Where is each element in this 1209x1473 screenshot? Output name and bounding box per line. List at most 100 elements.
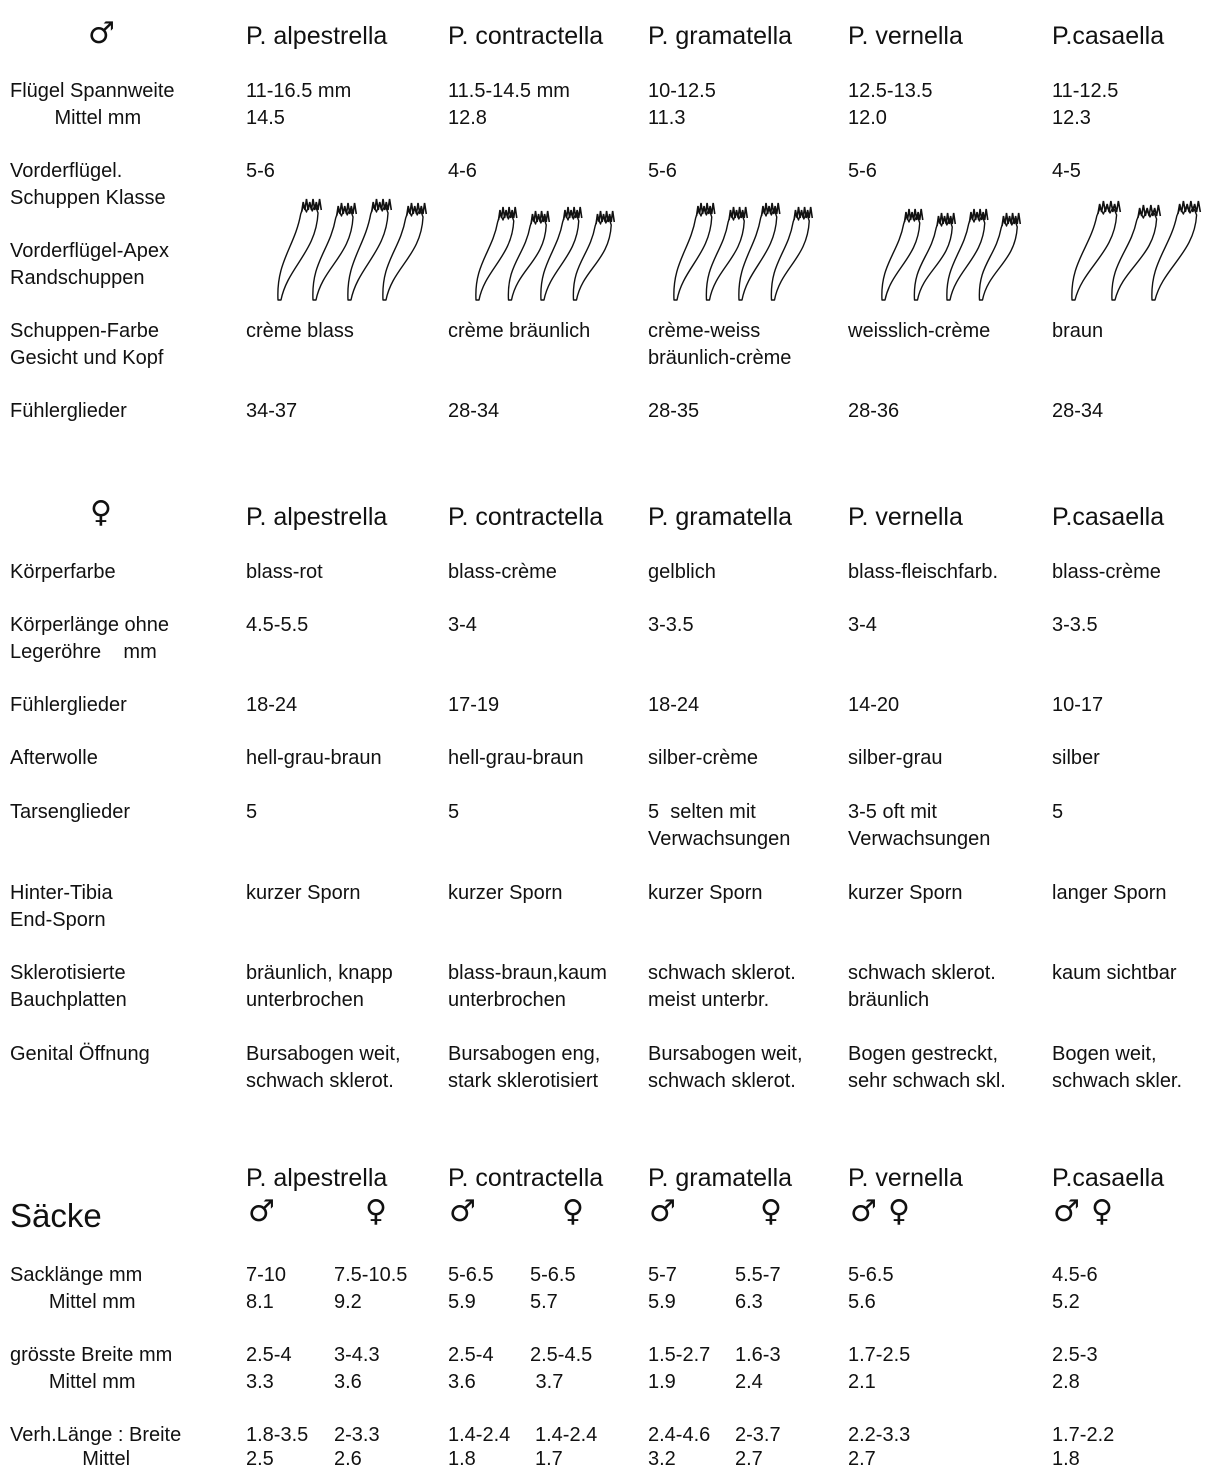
cell-value: crème bräunlich bbox=[448, 320, 591, 342]
cell-value: 5-7 bbox=[648, 1264, 677, 1286]
cell-value: 7.5-10.5 bbox=[334, 1264, 408, 1286]
male-symbol: ♂ bbox=[449, 1194, 476, 1229]
cell-value: Bursabogen weit, bbox=[246, 1043, 401, 1065]
cell-value: 28-36 bbox=[848, 400, 900, 422]
row-label: Sacklänge mm bbox=[10, 1264, 143, 1286]
cell-value: 5 bbox=[1052, 801, 1064, 823]
cell-value: 5-6.5 bbox=[530, 1264, 576, 1286]
male-symbol: ♂ bbox=[88, 16, 115, 51]
cell-value: 1.7 bbox=[535, 1448, 563, 1470]
cell-value: silber bbox=[1052, 747, 1100, 769]
cell-value: 11.3 bbox=[648, 107, 686, 129]
scale-drawing-alpestrella bbox=[277, 198, 428, 301]
cell-value: Bursabogen eng, bbox=[448, 1043, 601, 1065]
cell-value: schwach sklerot. bbox=[848, 962, 996, 984]
wing-scale-fringe bbox=[968, 208, 989, 223]
cell-value: bräunlich-crème bbox=[648, 347, 792, 369]
cell-value: 34-37 bbox=[246, 400, 298, 422]
cell-value: 4-5 bbox=[1052, 160, 1081, 182]
cell-value: 2-3.3 bbox=[334, 1424, 380, 1446]
wing-scale-fringe bbox=[405, 202, 428, 217]
cell-value: 2.7 bbox=[735, 1448, 763, 1470]
row-label: Schuppen-Farbe bbox=[10, 320, 159, 342]
cell-value: 2.4-4.6 bbox=[648, 1424, 711, 1446]
cell-value: 14-20 bbox=[848, 694, 900, 716]
cell-value: crème blass bbox=[246, 320, 354, 342]
cell-value: 1.6-3 bbox=[735, 1344, 781, 1366]
scale-drawing-vernella bbox=[881, 208, 1022, 301]
cell-value: 1.4-2.4 bbox=[535, 1424, 598, 1446]
row-label: Fühlerglieder bbox=[10, 694, 127, 716]
row-label: Mittel mm bbox=[10, 1291, 136, 1313]
cell-value: silber-grau bbox=[848, 747, 943, 769]
row-label: Fühlerglieder bbox=[10, 400, 127, 422]
male-symbol: ♂ bbox=[850, 1194, 877, 1229]
female-species-header-contractella: P. contractella bbox=[448, 503, 604, 531]
wing-scale-outline bbox=[1111, 209, 1158, 301]
cell-value: 5-6 bbox=[246, 160, 275, 182]
row-label: Mittel mm bbox=[10, 1371, 136, 1393]
cell-value: 3.6 bbox=[448, 1371, 476, 1393]
male-symbol: ♂ bbox=[1053, 1194, 1080, 1229]
row-label: Bauchplatten bbox=[10, 989, 127, 1011]
cell-value: 1.7-2.2 bbox=[1052, 1424, 1115, 1446]
cell-value: kurzer Sporn bbox=[848, 882, 963, 904]
row-label: grösste Breite mm bbox=[10, 1344, 173, 1366]
row-label: Sklerotisierte bbox=[10, 962, 126, 984]
cell-value: silber-crème bbox=[648, 747, 759, 769]
cell-value: bräunlich, knapp bbox=[246, 962, 393, 984]
cell-value: Verwachsungen bbox=[848, 828, 991, 850]
cell-value: Bogen weit, bbox=[1052, 1043, 1157, 1065]
cell-value: 4-6 bbox=[448, 160, 477, 182]
cell-value: kurzer Sporn bbox=[246, 882, 361, 904]
saecke-species-header-vernella: P. vernella bbox=[848, 1164, 963, 1192]
wing-scale-fringe bbox=[903, 208, 924, 223]
cell-value: braun bbox=[1052, 320, 1104, 342]
cell-value: Verwachsungen bbox=[648, 828, 791, 850]
wing-scale-fringe bbox=[300, 198, 323, 213]
scale-drawing-gramatella bbox=[673, 202, 814, 301]
wing-scale-outline bbox=[1071, 205, 1118, 301]
cell-value: 12.0 bbox=[848, 107, 887, 129]
male-symbol: ♂ bbox=[248, 1194, 275, 1229]
cell-value: blass-rot bbox=[246, 561, 323, 583]
saecke-title: Säcke bbox=[10, 1197, 102, 1234]
wing-scale-fringe bbox=[370, 198, 393, 213]
cell-value: 5-6.5 bbox=[848, 1264, 894, 1286]
row-label: Mittel mm bbox=[10, 107, 142, 129]
cell-value: 1.5-2.7 bbox=[648, 1344, 711, 1366]
cell-value: 5-6 bbox=[848, 160, 877, 182]
cell-value: kurzer Sporn bbox=[448, 882, 563, 904]
row-label: Legeröhre mm bbox=[10, 641, 157, 663]
cell-value: 1.8 bbox=[1052, 1448, 1080, 1470]
cell-value: 11-12.5 bbox=[1052, 80, 1119, 102]
cell-value: 1.9 bbox=[648, 1371, 676, 1393]
wing-scale-outline bbox=[572, 215, 612, 301]
wing-scale-fringe bbox=[1137, 204, 1162, 219]
wing-scale-fringe bbox=[1001, 212, 1022, 227]
cell-value: 2.6 bbox=[334, 1448, 362, 1470]
cell-value: 2.2-3.3 bbox=[848, 1424, 911, 1446]
row-label: Afterwolle bbox=[10, 747, 98, 769]
cell-value: 5-6.5 bbox=[448, 1264, 494, 1286]
female-species-header-vernella: P. vernella bbox=[848, 503, 963, 531]
wing-scale-fringe bbox=[595, 210, 616, 225]
wing-scale-fringe bbox=[335, 202, 358, 217]
cell-value: 28-35 bbox=[648, 400, 700, 422]
cell-value: Bogen gestreckt, bbox=[848, 1043, 999, 1065]
cell-value: hell-grau-braun bbox=[246, 747, 382, 769]
wing-scale-fringe bbox=[760, 202, 781, 217]
cell-value: 18-24 bbox=[246, 694, 298, 716]
cell-value: unterbrochen bbox=[246, 989, 364, 1011]
cell-value: crème-weiss bbox=[648, 320, 761, 342]
cell-value: 9.2 bbox=[334, 1291, 362, 1313]
row-label: Flügel Spannweite bbox=[10, 80, 175, 102]
cell-value: stark sklerotisiert bbox=[448, 1070, 599, 1092]
cell-value: 28-34 bbox=[1052, 400, 1104, 422]
cell-value: 2-3.7 bbox=[735, 1424, 781, 1446]
cell-value: 5.9 bbox=[648, 1291, 676, 1313]
cell-value: 1.7-2.5 bbox=[848, 1344, 911, 1366]
cell-value: 6.3 bbox=[735, 1291, 763, 1313]
female-symbol: ♀ bbox=[1091, 1194, 1113, 1229]
cell-value: 2.8 bbox=[1052, 1371, 1080, 1393]
